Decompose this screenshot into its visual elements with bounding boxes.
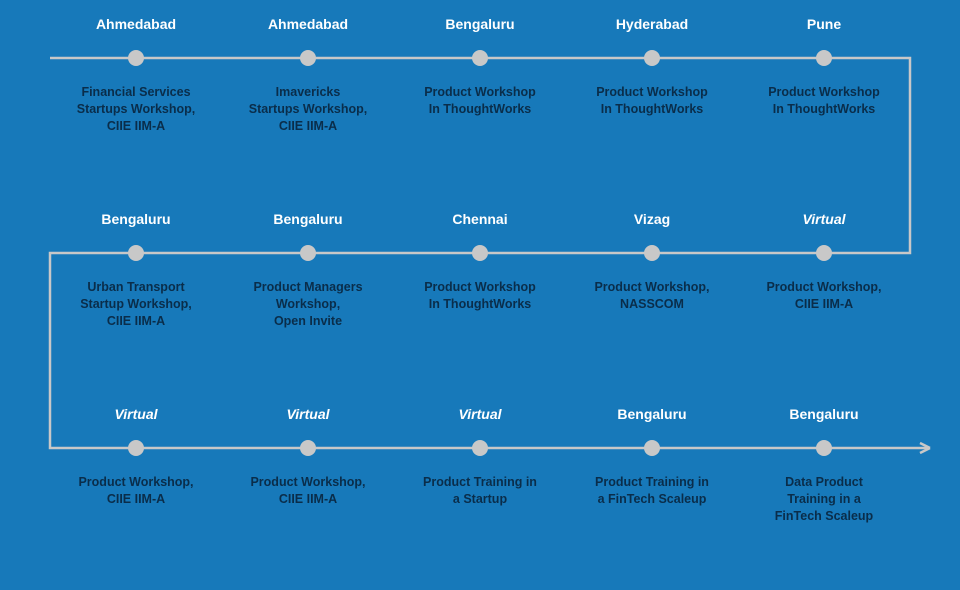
timeline-node-1-3: BengaluruProduct WorkshopIn ThoughtWorks	[394, 50, 566, 66]
node-city: Virtual	[738, 211, 910, 227]
timeline-node-2-5: VirtualProduct Workshop,CIIE IIM-A	[738, 245, 910, 261]
node-description: Financial ServicesStartups Workshop,CIIE…	[50, 84, 222, 135]
node-city: Virtual	[394, 406, 566, 422]
timeline-node-2-4: VizagProduct Workshop,NASSCOM	[566, 245, 738, 261]
node-description: Product Training ina Startup	[394, 474, 566, 508]
node-city: Virtual	[50, 406, 222, 422]
timeline-node-3-5: BengaluruData ProductTraining in aFinTec…	[738, 440, 910, 456]
timeline-dot-icon	[472, 245, 488, 261]
node-city: Ahmedabad	[222, 16, 394, 32]
node-description: Product WorkshopIn ThoughtWorks	[394, 84, 566, 118]
timeline-dot-icon	[644, 440, 660, 456]
timeline-dot-icon	[300, 245, 316, 261]
timeline-node-3-1: VirtualProduct Workshop,CIIE IIM-A	[50, 440, 222, 456]
node-description: Product WorkshopIn ThoughtWorks	[566, 84, 738, 118]
node-city: Pune	[738, 16, 910, 32]
node-description: Product Workshop,CIIE IIM-A	[738, 279, 910, 313]
timeline-row-3: VirtualProduct Workshop,CIIE IIM-AVirtua…	[0, 440, 960, 456]
timeline-node-1-5: PuneProduct WorkshopIn ThoughtWorks	[738, 50, 910, 66]
node-city: Vizag	[566, 211, 738, 227]
node-city: Bengaluru	[738, 406, 910, 422]
node-description: Data ProductTraining in aFinTech Scaleup	[738, 474, 910, 525]
timeline-dot-icon	[472, 440, 488, 456]
timeline-dot-icon	[644, 50, 660, 66]
timeline-node-1-1: AhmedabadFinancial ServicesStartups Work…	[50, 50, 222, 66]
node-city: Bengaluru	[50, 211, 222, 227]
timeline-node-1-2: AhmedabadImavericksStartups Workshop,CII…	[222, 50, 394, 66]
timeline-dot-icon	[816, 245, 832, 261]
timeline-dot-icon	[128, 440, 144, 456]
timeline-node-3-3: VirtualProduct Training ina Startup	[394, 440, 566, 456]
timeline-dot-icon	[816, 50, 832, 66]
timeline-dot-icon	[472, 50, 488, 66]
node-city: Ahmedabad	[50, 16, 222, 32]
node-city: Hyderabad	[566, 16, 738, 32]
node-description: ImavericksStartups Workshop,CIIE IIM-A	[222, 84, 394, 135]
timeline-node-2-2: BengaluruProduct ManagersWorkshop,Open I…	[222, 245, 394, 261]
timeline-dot-icon	[300, 440, 316, 456]
node-city: Bengaluru	[394, 16, 566, 32]
node-description: Product Workshop,NASSCOM	[566, 279, 738, 313]
timeline-node-2-3: ChennaiProduct WorkshopIn ThoughtWorks	[394, 245, 566, 261]
timeline-node-3-2: VirtualProduct Workshop,CIIE IIM-A	[222, 440, 394, 456]
timeline-node-3-4: BengaluruProduct Training ina FinTech Sc…	[566, 440, 738, 456]
node-description: Product Training ina FinTech Scaleup	[566, 474, 738, 508]
node-description: Product Workshop,CIIE IIM-A	[50, 474, 222, 508]
node-description: Urban TransportStartup Workshop,CIIE IIM…	[50, 279, 222, 330]
timeline-row-2: BengaluruUrban TransportStartup Workshop…	[0, 245, 960, 261]
timeline-node-2-1: BengaluruUrban TransportStartup Workshop…	[50, 245, 222, 261]
timeline-dot-icon	[300, 50, 316, 66]
node-city: Bengaluru	[222, 211, 394, 227]
node-city: Chennai	[394, 211, 566, 227]
timeline-dot-icon	[128, 245, 144, 261]
timeline-node-1-4: HyderabadProduct WorkshopIn ThoughtWorks	[566, 50, 738, 66]
timeline-dot-icon	[644, 245, 660, 261]
node-description: Product WorkshopIn ThoughtWorks	[394, 279, 566, 313]
timeline-row-1: AhmedabadFinancial ServicesStartups Work…	[0, 50, 960, 66]
timeline-dot-icon	[128, 50, 144, 66]
node-city: Bengaluru	[566, 406, 738, 422]
node-city: Virtual	[222, 406, 394, 422]
node-description: Product ManagersWorkshop,Open Invite	[222, 279, 394, 330]
node-description: Product WorkshopIn ThoughtWorks	[738, 84, 910, 118]
timeline-dot-icon	[816, 440, 832, 456]
node-description: Product Workshop,CIIE IIM-A	[222, 474, 394, 508]
